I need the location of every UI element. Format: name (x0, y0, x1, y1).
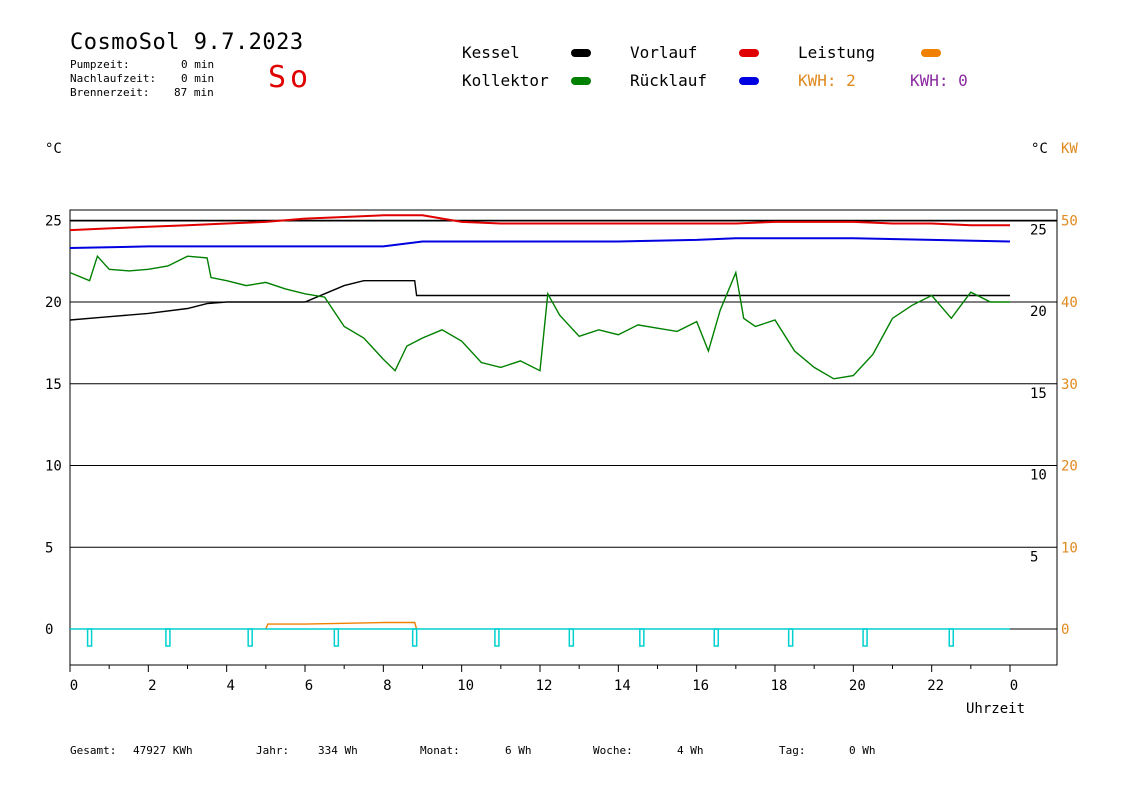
pump-marker (568, 628, 575, 647)
x-tick-label: 12 (536, 678, 553, 694)
pump-marker (247, 628, 253, 647)
y-kw-tick-label: 0 (1061, 622, 1069, 638)
pump-marker (333, 628, 340, 647)
y-right-tick-label: 10 (1030, 468, 1047, 484)
pump-marker (86, 628, 93, 647)
legend-kollektor-swatch (571, 77, 591, 85)
pump-marker (862, 628, 868, 647)
pump-marker (639, 628, 645, 647)
legend-ruecklauf-label: Rücklauf (630, 71, 708, 90)
legend-ruecklauf-swatch (739, 77, 759, 85)
x-tick-label: 6 (305, 678, 313, 694)
pump-marker (165, 628, 171, 647)
footer-jahr-value: 334 Wh (318, 744, 358, 757)
footer-woche-label: Woche: (593, 744, 633, 757)
legend-vorlauf-swatch (739, 49, 759, 57)
x-tick-label: 0 (1010, 678, 1018, 694)
y-left-tick-label: 0 (45, 622, 53, 638)
x-tick-label: 2 (148, 678, 156, 694)
x-tick-label: 18 (771, 678, 788, 694)
pump-marker (494, 628, 500, 647)
data-series (69, 214, 1057, 647)
pump-marker (787, 628, 794, 647)
y-left-tick-label: 25 (45, 213, 62, 229)
footer-monat-value: 6 Wh (505, 744, 532, 757)
legend-kessel-label: Kessel (462, 43, 520, 62)
y-left-tick-label: 5 (45, 540, 53, 556)
footer-jahr-label: Jahr: (256, 744, 290, 757)
y-right-tick-label: 5 (1030, 549, 1038, 565)
right-axis-unit: °C (1031, 141, 1048, 157)
x-tick-label: 16 (692, 678, 709, 694)
x-tick-label: 8 (383, 678, 391, 694)
x-axis-label: Uhrzeit (966, 701, 1026, 717)
legend-vorlauf-label: Vorlauf (630, 43, 698, 62)
stat-pumpzeit-label: Pumpzeit: (70, 58, 130, 71)
y-right-tick-label: 20 (1030, 304, 1047, 320)
x-tick-label: 4 (226, 678, 234, 694)
legend-kessel-swatch (571, 49, 591, 57)
footer-gesamt-label: Gesamt: (70, 744, 117, 757)
x-tick-label: 0 (70, 678, 78, 694)
right-axis-kw-unit: KW (1061, 141, 1078, 157)
footer-tag-label: Tag: (779, 744, 806, 757)
plot-frame (69, 209, 1058, 666)
footer-tag-value: 0 Wh (849, 744, 876, 757)
series-ruecklauf (69, 237, 1011, 249)
x-tick-label: 10 (457, 678, 474, 694)
stat-nachlaufzeit-value: 0 min (181, 72, 215, 85)
x-tick-label: 14 (614, 678, 631, 694)
stat-nachlaufzeit-label: Nachlaufzeit: (70, 72, 157, 85)
y-right-tick-label: 25 (1030, 222, 1047, 238)
y-left-tick-label: 10 (45, 459, 62, 475)
legend-kollektor-label: Kollektor (462, 71, 549, 90)
footer-woche-value: 4 Wh (677, 744, 704, 757)
stat-brennerzeit-label: Brennerzeit: (70, 86, 150, 99)
y-right-tick-label: 15 (1030, 386, 1047, 402)
pump-marker (948, 628, 954, 647)
y-kw-tick-label: 30 (1061, 377, 1078, 393)
y-left-tick-label: 20 (45, 295, 62, 311)
series-kessel (69, 280, 1010, 321)
chart-title: CosmoSol 9.7.2023 (70, 30, 304, 55)
left-axis-unit: °C (45, 141, 62, 157)
series-vorlauf (69, 214, 1010, 232)
series-leistung (265, 621, 418, 630)
y-kw-tick-label: 50 (1061, 213, 1078, 229)
x-tick-label: 22 (927, 678, 944, 694)
grid-lines (70, 219, 1057, 548)
footer-monat-label: Monat: (420, 744, 460, 757)
footer-gesamt-value: 47927 KWh (133, 744, 193, 757)
y-left-tick-label: 15 (45, 377, 62, 393)
legend-leistung-swatch (921, 49, 941, 57)
y-kw-tick-label: 10 (1061, 540, 1078, 556)
y-kw-tick-label: 20 (1061, 459, 1078, 475)
series-kollektor (69, 254, 1010, 380)
legend-leistung-label: Leistung (798, 43, 876, 62)
x-tick-label: 20 (849, 678, 866, 694)
stat-pumpzeit-value: 0 min (181, 58, 215, 71)
weekday-label: So (268, 60, 313, 95)
stat-brennerzeit-value: 87 min (174, 86, 214, 99)
pump-marker (713, 628, 719, 647)
pump-marker (411, 628, 418, 647)
legend-kwh-brenner: KWH: 0 (910, 71, 968, 90)
legend-kwh-solar: KWH: 2 (798, 71, 856, 90)
y-kw-tick-label: 40 (1061, 295, 1078, 311)
